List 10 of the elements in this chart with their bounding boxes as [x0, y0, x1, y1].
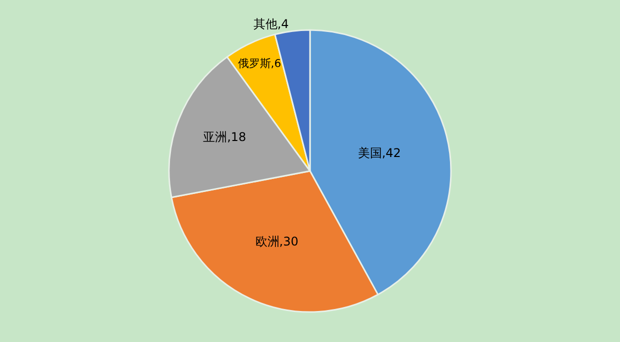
data-label: ,6 — [270, 57, 282, 70]
data-label: ,4 — [277, 17, 289, 32]
slice-label: 俄罗斯 — [238, 57, 271, 70]
data-label: ,30 — [279, 234, 298, 249]
data-label: ,42 — [382, 146, 401, 160]
slice-label: 欧洲 — [255, 234, 280, 249]
slice-label: 亚洲 — [203, 130, 228, 144]
slice-label: 其他 — [253, 17, 278, 32]
slice-label: 美国 — [358, 146, 382, 160]
data-label: ,18 — [227, 130, 246, 144]
